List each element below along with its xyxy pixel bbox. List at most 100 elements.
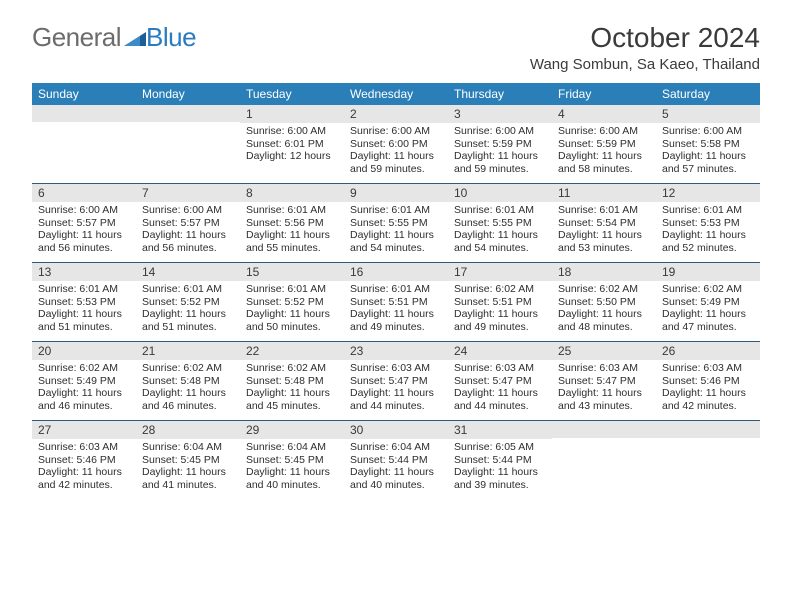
day-cell: 23Sunrise: 6:03 AMSunset: 5:47 PMDayligh… (344, 342, 448, 420)
sunset-text: Sunset: 5:57 PM (142, 217, 234, 230)
daylight-text: Daylight: 11 hours and 54 minutes. (454, 229, 546, 254)
day-number: 30 (344, 421, 448, 439)
sunrise-text: Sunrise: 6:01 AM (454, 204, 546, 217)
day-body (32, 122, 136, 182)
sunset-text: Sunset: 5:54 PM (558, 217, 650, 230)
day-cell: 22Sunrise: 6:02 AMSunset: 5:48 PMDayligh… (240, 342, 344, 420)
daylight-text: Daylight: 11 hours and 50 minutes. (246, 308, 338, 333)
day-cell: 8Sunrise: 6:01 AMSunset: 5:56 PMDaylight… (240, 184, 344, 262)
day-cell (552, 421, 656, 499)
sunrise-text: Sunrise: 6:01 AM (350, 204, 442, 217)
calendar-page: General Blue October 2024 Wang Sombun, S… (0, 0, 792, 515)
sunset-text: Sunset: 5:49 PM (662, 296, 754, 309)
day-cell: 5Sunrise: 6:00 AMSunset: 5:58 PMDaylight… (656, 105, 760, 183)
day-number: 7 (136, 184, 240, 202)
day-body: Sunrise: 6:05 AMSunset: 5:44 PMDaylight:… (448, 439, 552, 499)
sunrise-text: Sunrise: 6:03 AM (454, 362, 546, 375)
day-number: 21 (136, 342, 240, 360)
sunrise-text: Sunrise: 6:04 AM (142, 441, 234, 454)
sunset-text: Sunset: 5:48 PM (142, 375, 234, 388)
sunset-text: Sunset: 5:45 PM (246, 454, 338, 467)
daylight-text: Daylight: 11 hours and 46 minutes. (38, 387, 130, 412)
daylight-text: Daylight: 11 hours and 39 minutes. (454, 466, 546, 491)
week-row: 20Sunrise: 6:02 AMSunset: 5:49 PMDayligh… (32, 341, 760, 420)
day-number: 17 (448, 263, 552, 281)
day-cell: 26Sunrise: 6:03 AMSunset: 5:46 PMDayligh… (656, 342, 760, 420)
daylight-text: Daylight: 11 hours and 51 minutes. (38, 308, 130, 333)
sunset-text: Sunset: 5:47 PM (558, 375, 650, 388)
day-number: 28 (136, 421, 240, 439)
day-body: Sunrise: 6:02 AMSunset: 5:49 PMDaylight:… (656, 281, 760, 341)
daylight-text: Daylight: 11 hours and 49 minutes. (454, 308, 546, 333)
day-cell: 13Sunrise: 6:01 AMSunset: 5:53 PMDayligh… (32, 263, 136, 341)
day-number: 22 (240, 342, 344, 360)
day-body: Sunrise: 6:01 AMSunset: 5:52 PMDaylight:… (240, 281, 344, 341)
weekday-header: Sunday (32, 83, 136, 105)
day-number: 15 (240, 263, 344, 281)
sunrise-text: Sunrise: 6:02 AM (662, 283, 754, 296)
daylight-text: Daylight: 11 hours and 58 minutes. (558, 150, 650, 175)
day-cell: 7Sunrise: 6:00 AMSunset: 5:57 PMDaylight… (136, 184, 240, 262)
day-number: 16 (344, 263, 448, 281)
sunset-text: Sunset: 5:46 PM (38, 454, 130, 467)
weekday-header: Saturday (656, 83, 760, 105)
day-cell: 15Sunrise: 6:01 AMSunset: 5:52 PMDayligh… (240, 263, 344, 341)
sunset-text: Sunset: 5:51 PM (350, 296, 442, 309)
day-cell: 9Sunrise: 6:01 AMSunset: 5:55 PMDaylight… (344, 184, 448, 262)
daylight-text: Daylight: 11 hours and 43 minutes. (558, 387, 650, 412)
sunrise-text: Sunrise: 6:04 AM (350, 441, 442, 454)
day-body: Sunrise: 6:01 AMSunset: 5:53 PMDaylight:… (656, 202, 760, 262)
sunrise-text: Sunrise: 6:03 AM (662, 362, 754, 375)
day-body: Sunrise: 6:01 AMSunset: 5:52 PMDaylight:… (136, 281, 240, 341)
day-cell: 19Sunrise: 6:02 AMSunset: 5:49 PMDayligh… (656, 263, 760, 341)
day-number: 3 (448, 105, 552, 123)
daylight-text: Daylight: 11 hours and 45 minutes. (246, 387, 338, 412)
daylight-text: Daylight: 11 hours and 40 minutes. (246, 466, 338, 491)
day-body: Sunrise: 6:02 AMSunset: 5:50 PMDaylight:… (552, 281, 656, 341)
sunrise-text: Sunrise: 6:00 AM (142, 204, 234, 217)
sunrise-text: Sunrise: 6:00 AM (246, 125, 338, 138)
day-number: 25 (552, 342, 656, 360)
daylight-text: Daylight: 11 hours and 44 minutes. (454, 387, 546, 412)
sunrise-text: Sunrise: 6:03 AM (38, 441, 130, 454)
day-body: Sunrise: 6:01 AMSunset: 5:54 PMDaylight:… (552, 202, 656, 262)
weekday-header-row: Sunday Monday Tuesday Wednesday Thursday… (32, 83, 760, 105)
week-row: 6Sunrise: 6:00 AMSunset: 5:57 PMDaylight… (32, 183, 760, 262)
page-title: October 2024 (530, 22, 760, 54)
day-body: Sunrise: 6:00 AMSunset: 6:00 PMDaylight:… (344, 123, 448, 183)
day-cell: 24Sunrise: 6:03 AMSunset: 5:47 PMDayligh… (448, 342, 552, 420)
day-number (656, 421, 760, 438)
sunset-text: Sunset: 5:45 PM (142, 454, 234, 467)
day-cell: 10Sunrise: 6:01 AMSunset: 5:55 PMDayligh… (448, 184, 552, 262)
sunset-text: Sunset: 5:51 PM (454, 296, 546, 309)
day-number: 31 (448, 421, 552, 439)
brand-part1: General (32, 22, 121, 53)
sunrise-text: Sunrise: 6:02 AM (142, 362, 234, 375)
day-cell: 28Sunrise: 6:04 AMSunset: 5:45 PMDayligh… (136, 421, 240, 499)
day-cell: 6Sunrise: 6:00 AMSunset: 5:57 PMDaylight… (32, 184, 136, 262)
sunset-text: Sunset: 5:47 PM (454, 375, 546, 388)
sunrise-text: Sunrise: 6:01 AM (38, 283, 130, 296)
sunrise-text: Sunrise: 6:02 AM (558, 283, 650, 296)
day-body: Sunrise: 6:01 AMSunset: 5:53 PMDaylight:… (32, 281, 136, 341)
sunrise-text: Sunrise: 6:02 AM (38, 362, 130, 375)
day-number: 5 (656, 105, 760, 123)
daylight-text: Daylight: 12 hours (246, 150, 338, 163)
day-number: 20 (32, 342, 136, 360)
day-body (136, 122, 240, 182)
day-body: Sunrise: 6:01 AMSunset: 5:56 PMDaylight:… (240, 202, 344, 262)
daylight-text: Daylight: 11 hours and 44 minutes. (350, 387, 442, 412)
day-body: Sunrise: 6:03 AMSunset: 5:47 PMDaylight:… (344, 360, 448, 420)
sunset-text: Sunset: 5:47 PM (350, 375, 442, 388)
daylight-text: Daylight: 11 hours and 42 minutes. (662, 387, 754, 412)
week-row: 13Sunrise: 6:01 AMSunset: 5:53 PMDayligh… (32, 262, 760, 341)
day-body: Sunrise: 6:01 AMSunset: 5:51 PMDaylight:… (344, 281, 448, 341)
sunset-text: Sunset: 5:58 PM (662, 138, 754, 151)
sunset-text: Sunset: 5:59 PM (558, 138, 650, 151)
day-cell (656, 421, 760, 499)
sunset-text: Sunset: 5:53 PM (38, 296, 130, 309)
day-body: Sunrise: 6:03 AMSunset: 5:46 PMDaylight:… (32, 439, 136, 499)
day-cell: 30Sunrise: 6:04 AMSunset: 5:44 PMDayligh… (344, 421, 448, 499)
day-cell: 2Sunrise: 6:00 AMSunset: 6:00 PMDaylight… (344, 105, 448, 183)
sunrise-text: Sunrise: 6:01 AM (350, 283, 442, 296)
